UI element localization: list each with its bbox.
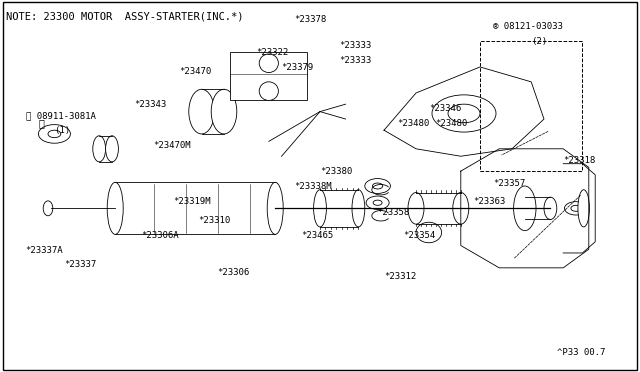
Text: *23333: *23333 [339, 56, 371, 65]
Bar [230, 52, 307, 100]
Text: *23470M: *23470M [154, 141, 191, 150]
Text: *23480: *23480 [397, 119, 429, 128]
Text: (1): (1) [54, 126, 70, 135]
Text: Ⓝ 08911-3081A: Ⓝ 08911-3081A [26, 112, 95, 121]
Text: *23380: *23380 [320, 167, 352, 176]
Text: (2): (2) [531, 37, 547, 46]
Circle shape [571, 205, 581, 211]
Text: *23337: *23337 [64, 260, 96, 269]
Ellipse shape [453, 193, 468, 224]
Circle shape [372, 183, 383, 189]
Text: *23354: *23354 [403, 231, 435, 240]
Ellipse shape [189, 89, 214, 134]
Text: ® 08121-03033: ® 08121-03033 [493, 22, 563, 31]
Text: *23378: *23378 [294, 15, 326, 24]
Circle shape [365, 179, 390, 193]
Circle shape [564, 202, 588, 215]
Text: *23363: *23363 [474, 197, 506, 206]
Ellipse shape [416, 222, 442, 243]
Text: NOTE: 23300 MOTOR  ASSY-STARTER(INC.*): NOTE: 23300 MOTOR ASSY-STARTER(INC.*) [6, 11, 244, 21]
Text: *23337A: *23337A [26, 246, 63, 254]
Text: *23357: *23357 [493, 179, 525, 187]
Ellipse shape [268, 182, 283, 234]
Text: *23333: *23333 [339, 41, 371, 50]
Text: Ⓝ: Ⓝ [38, 118, 45, 128]
Text: *23379: *23379 [282, 63, 314, 72]
Circle shape [48, 130, 61, 138]
Text: *23306: *23306 [218, 268, 250, 277]
Circle shape [432, 95, 496, 132]
Ellipse shape [259, 54, 278, 73]
Text: *23480: *23480 [435, 119, 467, 128]
Ellipse shape [544, 197, 557, 219]
Ellipse shape [408, 193, 424, 224]
Circle shape [38, 125, 70, 143]
Ellipse shape [211, 89, 237, 134]
Ellipse shape [44, 201, 52, 216]
Ellipse shape [352, 190, 365, 227]
Ellipse shape [518, 197, 531, 219]
Circle shape [373, 200, 382, 205]
Ellipse shape [93, 136, 106, 162]
Ellipse shape [578, 190, 589, 227]
Text: *23470: *23470 [179, 67, 211, 76]
Ellipse shape [314, 190, 326, 227]
Ellipse shape [107, 182, 123, 234]
Text: *23318: *23318 [563, 156, 595, 165]
Text: *23319M: *23319M [173, 197, 211, 206]
Text: *23310: *23310 [198, 216, 230, 225]
Circle shape [448, 104, 480, 123]
Text: *23465: *23465 [301, 231, 333, 240]
Text: *23346: *23346 [429, 104, 461, 113]
Ellipse shape [106, 136, 118, 162]
Text: *23312: *23312 [384, 272, 416, 280]
Text: *23343: *23343 [134, 100, 166, 109]
Text: *23322: *23322 [256, 48, 288, 57]
Text: *23358: *23358 [378, 208, 410, 217]
Text: *23338M: *23338M [294, 182, 332, 191]
Circle shape [366, 196, 389, 209]
Bar [480, 41, 582, 171]
Text: ^P33 00.7: ^P33 00.7 [557, 348, 605, 357]
Ellipse shape [259, 82, 278, 100]
Ellipse shape [513, 186, 536, 231]
Text: *23306A: *23306A [141, 231, 179, 240]
